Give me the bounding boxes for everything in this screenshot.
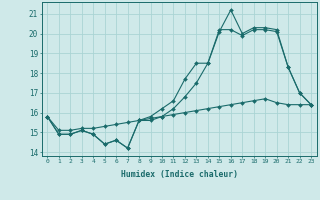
X-axis label: Humidex (Indice chaleur): Humidex (Indice chaleur) — [121, 170, 238, 179]
